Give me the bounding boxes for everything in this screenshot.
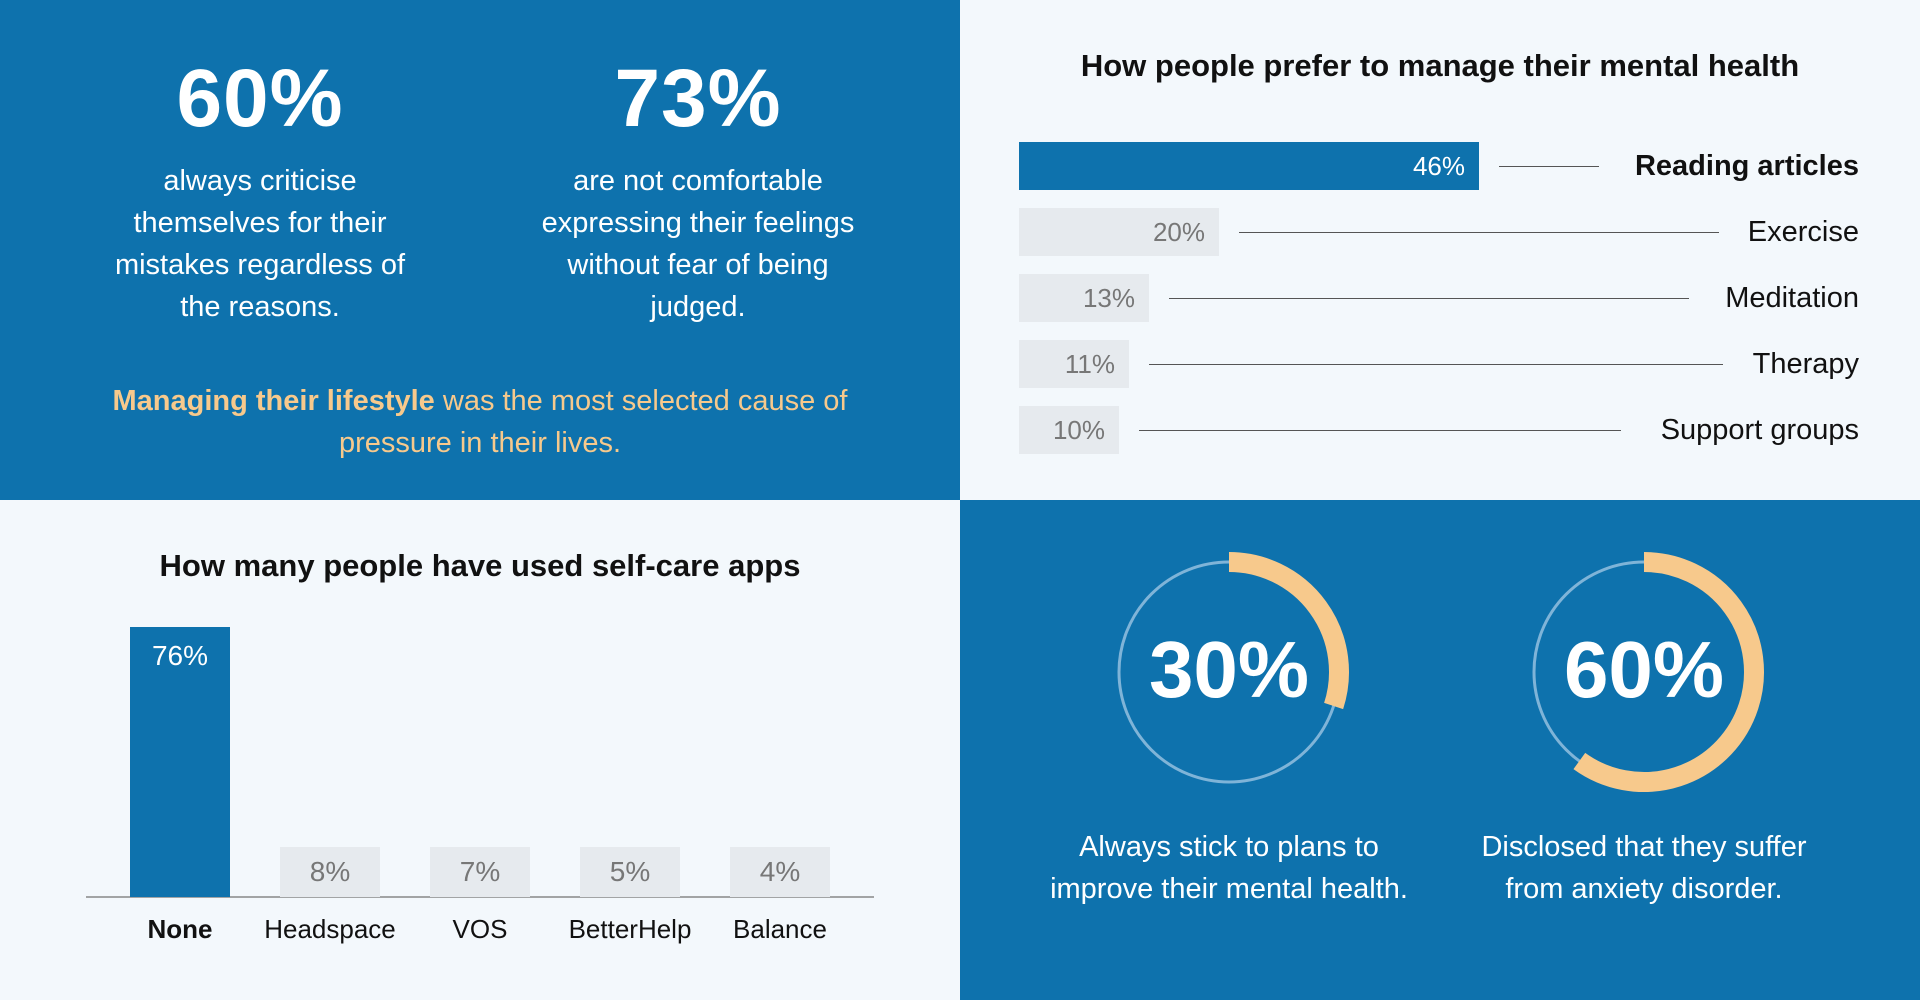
manage-leader-line xyxy=(1169,298,1689,299)
pressure-highlight: Managing their lifestyle xyxy=(112,385,435,417)
manage-value-label: 10% xyxy=(1052,415,1105,445)
manage-bar xyxy=(1019,340,1129,388)
donut-chart xyxy=(1117,552,1349,784)
manage-category-label: Reading articles xyxy=(1634,150,1859,182)
apps-bar xyxy=(130,627,230,897)
manage-bar xyxy=(1019,406,1119,454)
stat-value: 60% xyxy=(176,53,344,144)
stat-value: 73% xyxy=(614,53,782,144)
manage-row: 10% Support groups xyxy=(1019,406,1859,454)
manage-value-label: 46% xyxy=(1412,151,1465,181)
manage-value-label: 20% xyxy=(1152,217,1205,247)
pressure-rest: was the most selected cause of pressure … xyxy=(338,385,848,459)
apps-bar-chart: 76% None 8% Headspace 7% VOS 5% BetterHelp 4% Bal… xyxy=(86,627,874,944)
donut-value: 60% xyxy=(1563,625,1725,714)
stat-feelings: 73% are not comfortable expressing their… xyxy=(518,0,878,328)
manage-leader-line xyxy=(1149,364,1723,365)
pressure-note: Managing their lifestyle was the most se… xyxy=(100,380,860,464)
apps-bar xyxy=(430,847,530,897)
manage-category-label: Support groups xyxy=(1660,414,1859,446)
manage-category-label: Therapy xyxy=(1752,348,1859,380)
apps-category-label: Balance xyxy=(733,914,827,944)
manage-value-label: 11% xyxy=(1064,349,1115,379)
manage-leader-line xyxy=(1139,430,1621,431)
donut-value: 30% xyxy=(1148,625,1310,714)
manage-bar xyxy=(1019,208,1219,256)
manage-leader-line xyxy=(1499,166,1599,167)
donut-panel xyxy=(960,500,1920,1000)
stat-criticise: 60% always criticise themselves for thei… xyxy=(80,0,440,328)
apps-category-label: None xyxy=(148,914,213,944)
apps-value-label: 5% xyxy=(610,856,650,887)
donut-arc xyxy=(1573,552,1764,792)
apps-bar xyxy=(730,847,830,897)
manage-row: 13% Meditation xyxy=(1019,274,1859,322)
manage-category-label: Exercise xyxy=(1747,216,1859,248)
apps-bar xyxy=(580,847,680,897)
stats-panel xyxy=(0,0,960,500)
apps-category-label: BetterHelp xyxy=(569,914,692,944)
apps-value-label: 76% xyxy=(152,640,208,671)
manage-bar xyxy=(1019,142,1479,190)
manage-value-label: 13% xyxy=(1082,283,1135,313)
apps-category-label: Headspace xyxy=(264,914,396,944)
donut-description: Always stick to plans to improve their m… xyxy=(1050,831,1408,905)
apps-bar xyxy=(280,847,380,897)
manage-row: 20% Exercise xyxy=(1019,208,1859,256)
donut-chart xyxy=(1532,552,1764,792)
stat-text: always criticise themselves for their mi… xyxy=(114,165,406,323)
apps-value-label: 8% xyxy=(310,856,350,887)
apps-chart-title: How many people have used self-care apps xyxy=(159,548,801,583)
stat-text: are not comfortable expressing their fee… xyxy=(541,165,855,323)
apps-value-label: 7% xyxy=(460,856,500,887)
manage-row: 11% Therapy xyxy=(1019,340,1859,388)
manage-bar xyxy=(1019,274,1149,322)
donut-description: Disclosed that they suffer from anxiety … xyxy=(1481,831,1807,905)
donut-arc xyxy=(1228,552,1349,710)
apps-category-label: VOS xyxy=(453,914,508,944)
manage-chart-title: How people prefer to manage their mental… xyxy=(1080,48,1800,83)
manage-category-label: Meditation xyxy=(1725,282,1859,314)
apps-value-label: 4% xyxy=(760,856,800,887)
manage-row: 46% Reading articles xyxy=(1019,142,1859,190)
manage-leader-line xyxy=(1239,232,1719,233)
